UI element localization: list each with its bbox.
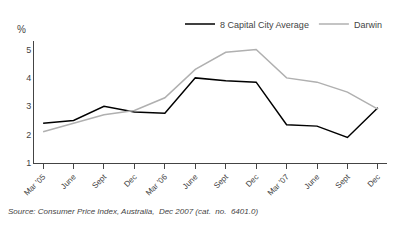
svg-text:June: June [59,172,78,191]
svg-text:Sept: Sept [334,172,353,191]
svg-text:June: June [181,172,200,191]
svg-text:3: 3 [26,101,31,111]
svg-text:8 Capital City Average: 8 Capital City Average [220,20,309,30]
svg-text:5: 5 [26,45,31,55]
svg-text:Mar '06: Mar '06 [144,172,169,197]
svg-text:Dec: Dec [122,172,138,188]
svg-text:Darwin: Darwin [354,20,382,30]
svg-text:1: 1 [26,158,31,168]
svg-text:Mar '07: Mar '07 [266,172,291,197]
svg-text:Source: Consumer Price Index,: Source: Consumer Price Index, Australia,… [8,207,258,216]
svg-text:Sept: Sept [212,172,231,191]
svg-text:Dec: Dec [366,172,382,188]
svg-text:%: % [17,24,26,35]
svg-text:Mar '05: Mar '05 [22,172,47,197]
svg-text:June: June [303,172,322,191]
svg-text:2: 2 [26,130,31,140]
svg-text:Dec: Dec [244,172,260,188]
svg-text:4: 4 [26,73,31,83]
svg-text:Sept: Sept [90,172,109,191]
